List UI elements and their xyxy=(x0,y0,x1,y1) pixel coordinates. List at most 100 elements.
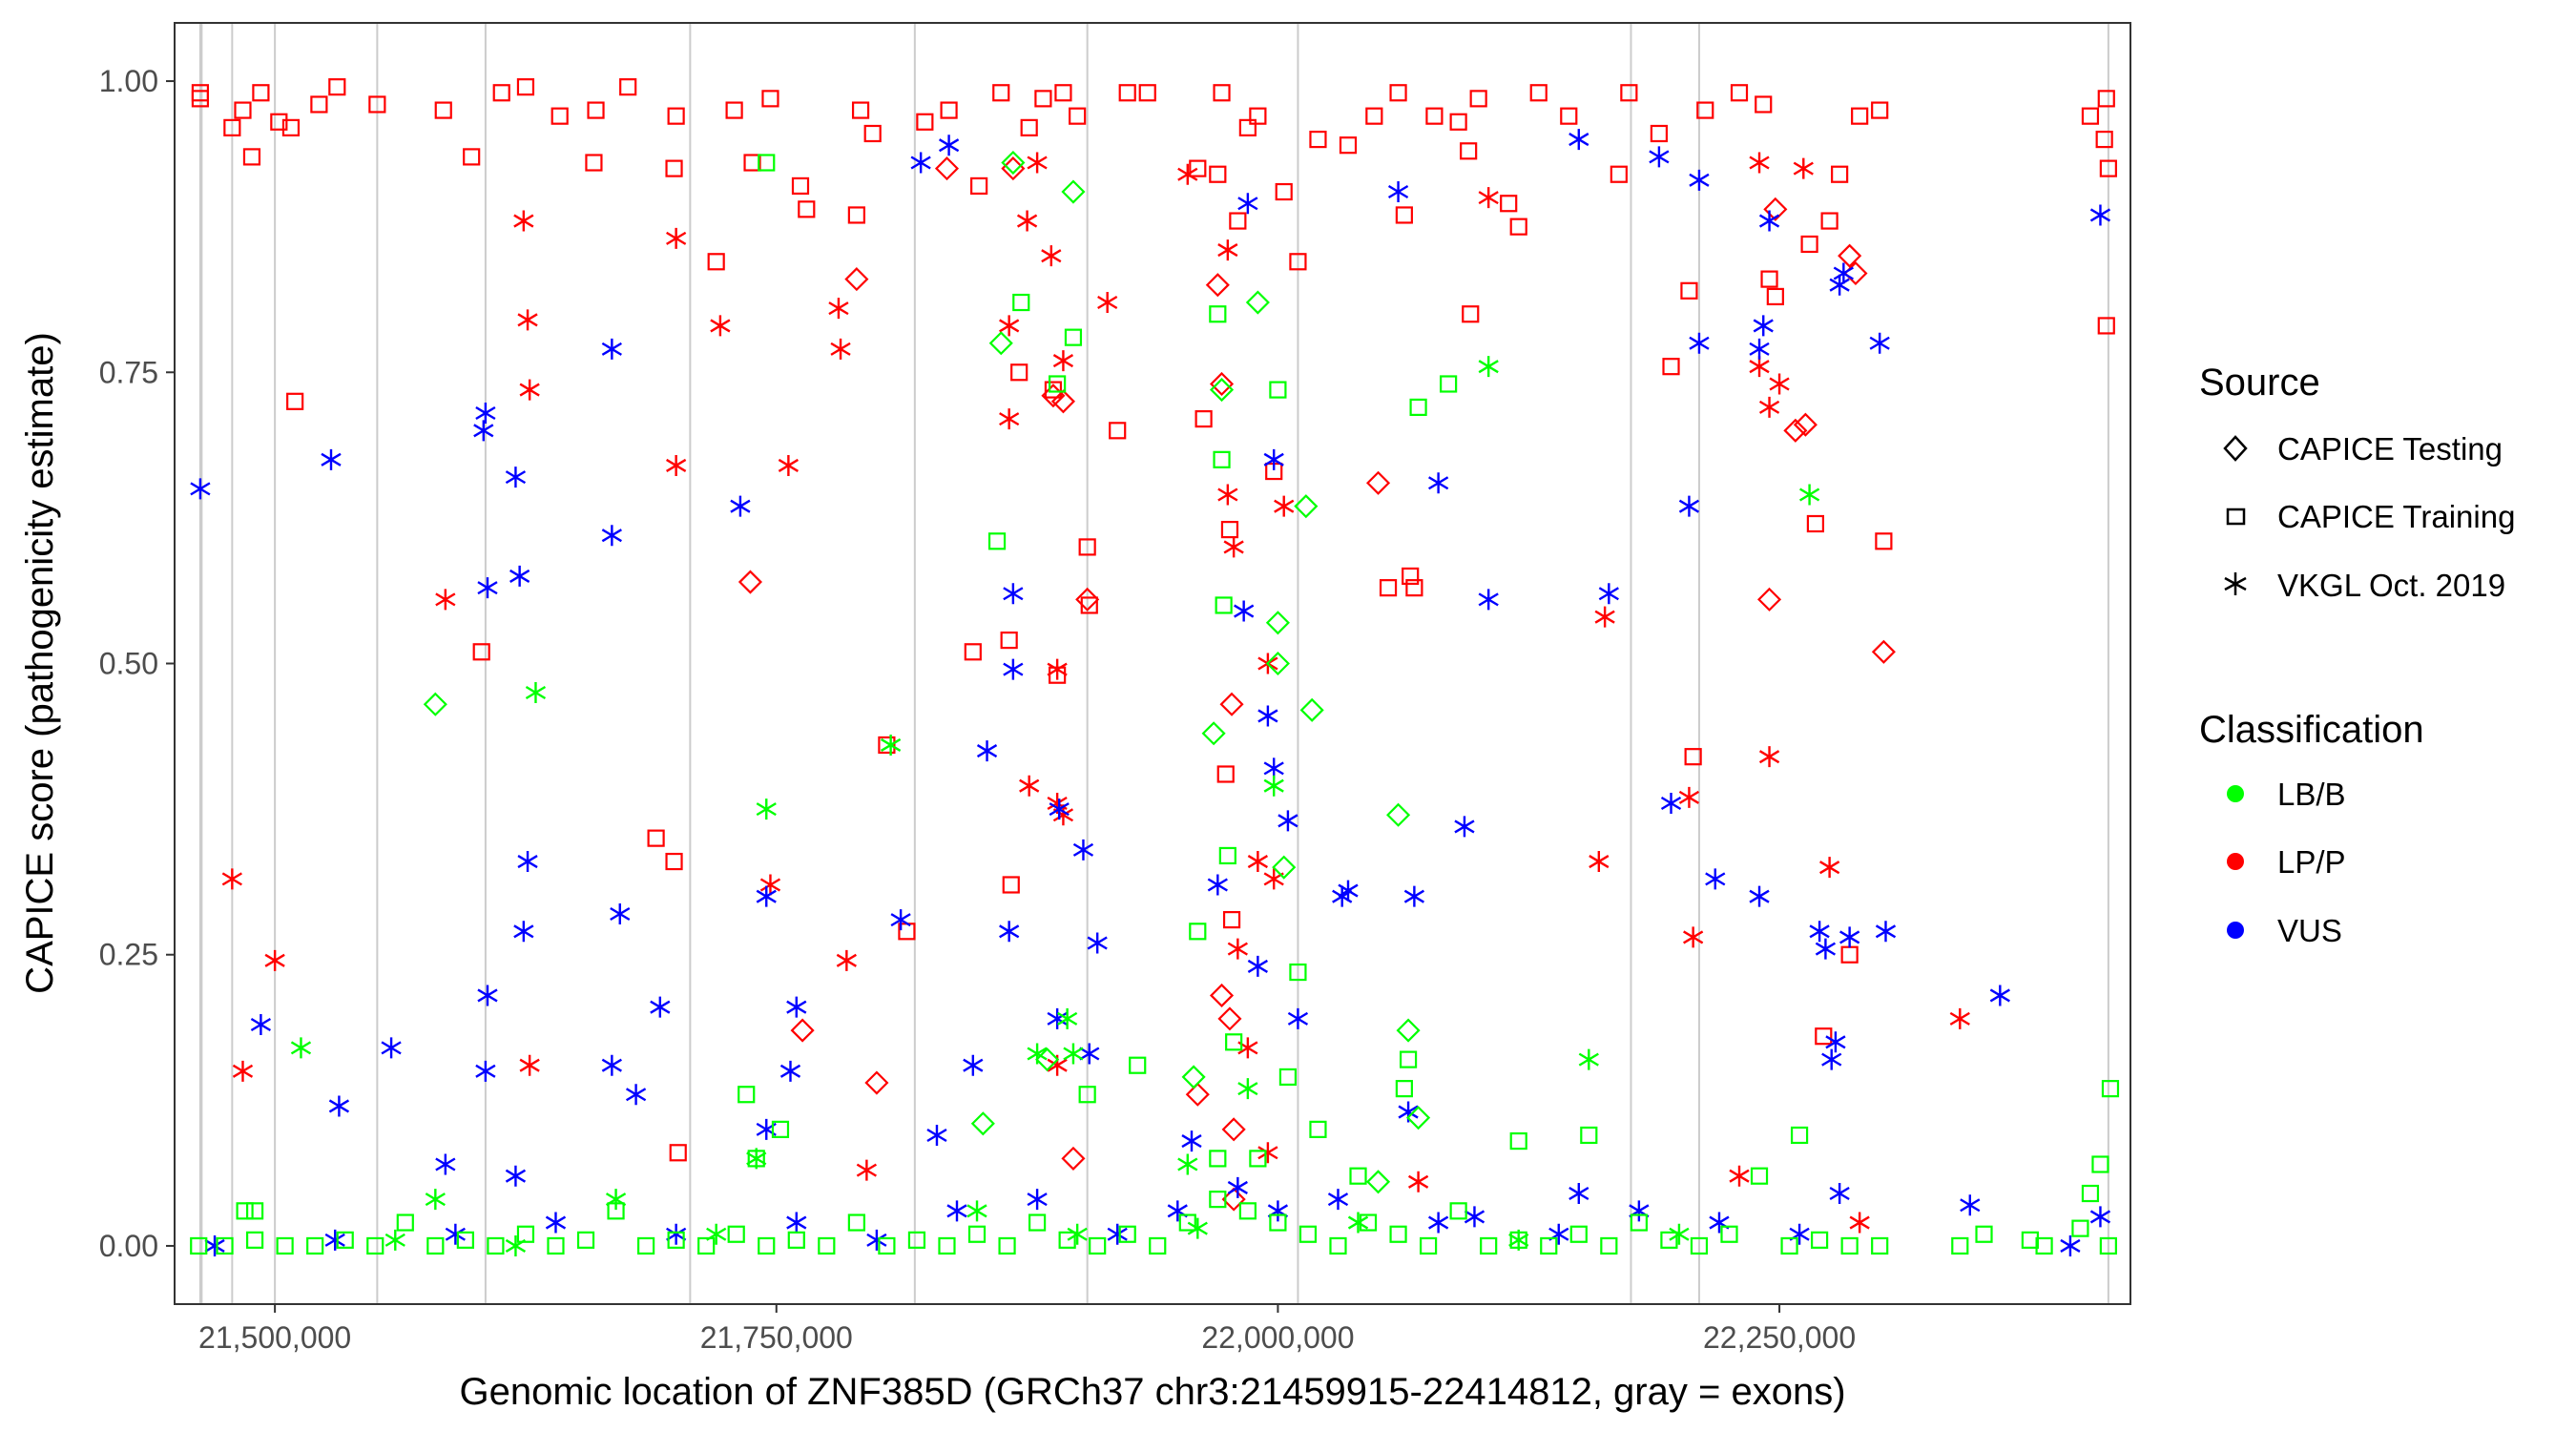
point-square xyxy=(1238,1202,1257,1220)
y-axis-title: CAPICE score (pathogenicity estimate) xyxy=(19,332,61,994)
point-square xyxy=(223,118,241,136)
point-square xyxy=(967,1225,987,1243)
point-square xyxy=(761,90,779,108)
point-square xyxy=(665,852,683,871)
point-square xyxy=(1278,1068,1298,1087)
point-diamond xyxy=(1265,651,1290,676)
point-asterisk xyxy=(1478,356,1499,378)
point-asterisk xyxy=(610,902,631,924)
point-asterisk xyxy=(1263,775,1284,797)
point-square xyxy=(547,1236,565,1255)
point-asterisk xyxy=(1875,921,1897,943)
point-asterisk xyxy=(601,1054,622,1076)
point-asterisk xyxy=(1678,786,1700,808)
point-square xyxy=(191,90,210,108)
legend-label: VKGL Oct. 2019 xyxy=(2277,568,2505,603)
point-asterisk xyxy=(2089,204,2111,226)
point-asterisk xyxy=(1749,885,1770,907)
point-asterisk xyxy=(1809,921,1830,943)
point-asterisk xyxy=(475,403,496,425)
series-vkgl-oct-2019-lpp xyxy=(221,152,1970,1234)
data-points xyxy=(190,78,2120,1256)
point-square xyxy=(1339,136,1358,155)
point-square xyxy=(246,1231,264,1249)
point-diamond xyxy=(970,1111,995,1136)
point-asterisk xyxy=(1568,129,1589,151)
point-asterisk xyxy=(1263,448,1284,470)
point-square xyxy=(1755,95,1773,114)
point-square xyxy=(987,532,1007,550)
point-diamond xyxy=(1217,1006,1242,1031)
point-asterisk xyxy=(1949,1007,1970,1029)
point-asterisk xyxy=(1217,239,1238,261)
point-square xyxy=(791,176,810,196)
point-square xyxy=(847,1213,865,1232)
legend-label: CAPICE Testing xyxy=(2277,431,2503,467)
legend-source-title: Source xyxy=(2199,362,2320,404)
green-dot-icon xyxy=(2227,785,2244,802)
point-square xyxy=(1289,253,1307,271)
point-asterisk xyxy=(756,885,777,907)
point-asterisk xyxy=(666,454,687,476)
point-asterisk xyxy=(1227,938,1248,960)
point-square xyxy=(1684,748,1702,766)
point-diamond xyxy=(423,692,447,716)
square-icon xyxy=(2226,508,2246,526)
point-asterisk xyxy=(999,408,1020,430)
x-tick-label: 21,750,000 xyxy=(700,1320,853,1355)
point-asterisk xyxy=(1428,472,1449,494)
point-diamond xyxy=(1272,855,1297,880)
y-tick-label: 0.75 xyxy=(99,355,158,389)
point-asterisk xyxy=(1287,1007,1309,1029)
point-asterisk xyxy=(1798,484,1820,506)
y-tick-label: 0.00 xyxy=(99,1229,158,1263)
point-asterisk xyxy=(1052,350,1074,372)
point-asterisk xyxy=(435,1153,456,1175)
point-diamond xyxy=(988,331,1013,356)
point-square xyxy=(1089,1236,1107,1255)
point-diamond xyxy=(1793,412,1818,437)
point-asterisk xyxy=(866,1229,887,1251)
series-vkgl-oct-2019-vus xyxy=(190,129,2111,1256)
point-asterisk xyxy=(1869,332,1890,354)
legend-item-lpp: LP/P xyxy=(2227,844,2346,880)
point-asterisk xyxy=(730,495,751,517)
point-asterisk xyxy=(786,1212,807,1234)
point-square xyxy=(1399,1050,1418,1068)
point-square xyxy=(2091,1155,2109,1173)
point-asterisk xyxy=(890,909,911,931)
point-asterisk xyxy=(1347,1212,1369,1234)
point-asterisk xyxy=(1729,1165,1750,1187)
point-asterisk xyxy=(1027,1189,1048,1211)
point-asterisk xyxy=(938,135,960,156)
point-diamond xyxy=(1209,983,1235,1008)
point-asterisk xyxy=(1177,1153,1198,1175)
point-square xyxy=(1149,1236,1167,1255)
point-square xyxy=(725,101,743,119)
point-square xyxy=(1209,305,1227,323)
point-square xyxy=(727,1225,745,1243)
point-asterisk xyxy=(1683,926,1704,948)
point-square xyxy=(1389,1225,1407,1243)
point-square xyxy=(1840,1236,1859,1255)
point-square xyxy=(1540,1236,1558,1255)
point-diamond xyxy=(1365,470,1391,495)
point-asterisk xyxy=(290,1037,312,1059)
point-asterisk xyxy=(756,798,777,820)
point-square xyxy=(1298,1225,1318,1243)
point-square xyxy=(1409,398,1427,416)
point-square xyxy=(2035,1236,2053,1255)
legend-item-vkgl: VKGL Oct. 2019 xyxy=(2224,568,2505,603)
point-square xyxy=(1851,107,1869,125)
point-asterisk xyxy=(1338,880,1359,902)
point-square xyxy=(1000,631,1018,650)
point-asterisk xyxy=(1041,245,1062,267)
point-square xyxy=(907,1231,926,1249)
point-asterisk xyxy=(250,1013,272,1035)
point-square xyxy=(1780,1236,1798,1255)
point-asterisk xyxy=(505,467,527,488)
point-asterisk xyxy=(525,682,547,704)
point-square xyxy=(366,1236,384,1255)
point-asterisk xyxy=(384,1229,405,1251)
point-asterisk xyxy=(880,734,902,756)
